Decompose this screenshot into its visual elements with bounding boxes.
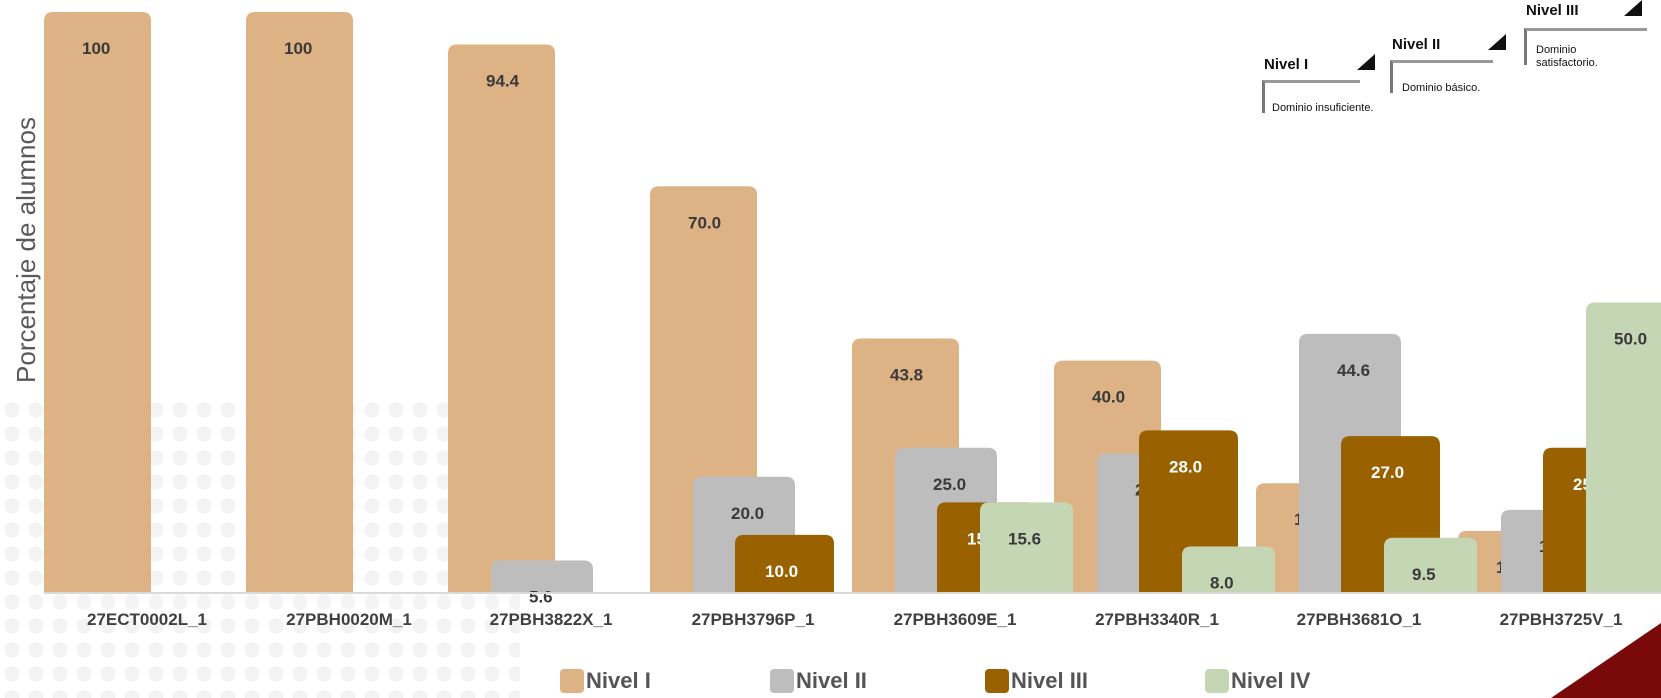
- data-label: 40.0: [1092, 388, 1125, 407]
- data-label: 15.6: [1008, 529, 1041, 548]
- y-axis-label: Porcentaje de alumnos: [11, 117, 41, 383]
- corner-decoration: [1551, 623, 1661, 698]
- x-tick-label: 27PBH0020M_1: [286, 610, 412, 629]
- data-label: 43.8: [890, 366, 923, 385]
- legend-item-nivel-4: Nivel IV: [1205, 668, 1310, 694]
- legend-swatch: [1205, 669, 1229, 693]
- bar-nivel-i: [44, 12, 151, 593]
- legend-item-nivel-3: Nivel III: [985, 668, 1088, 694]
- bar-nivel-iii: [735, 534, 834, 593]
- bar-nivel-iv: [1586, 302, 1661, 593]
- bar-chart: Porcentaje de alumnos 100 100 94.4 70.0 43.8…: [11, 12, 1661, 629]
- bar-nivel-iv: [1384, 537, 1477, 593]
- bar-nivel-iv: [1182, 546, 1275, 593]
- x-tick-label: 27PBH3822X_1: [490, 610, 613, 629]
- data-label: 100: [284, 39, 312, 58]
- legend-swatch: [770, 669, 794, 693]
- x-tick-labels: 27ECT0002L_1 27PBH0020M_1 27PBH3822X_1 27PB…: [87, 610, 1622, 629]
- data-label: 94.4: [486, 72, 520, 91]
- data-label: 9.5: [1412, 565, 1436, 584]
- legend-label: Nivel IV: [1231, 668, 1311, 693]
- data-label: 70.0: [688, 213, 721, 232]
- data-label: 100: [82, 39, 110, 58]
- data-label: 25.0: [933, 475, 966, 494]
- x-tick-label: 27PBH3609E_1: [894, 610, 1017, 629]
- x-tick-label: 27PBH3796P_1: [692, 610, 815, 629]
- legend-item-nivel-2: Nivel II: [770, 668, 867, 694]
- legend-label: Nivel I: [586, 668, 651, 693]
- x-tick-label: 27PBH3725V_1: [1500, 610, 1623, 629]
- data-label: 10.0: [765, 562, 798, 581]
- bars-group: 10010094.470.043.840.018.910.75.620.025.…: [44, 12, 1661, 606]
- data-label: 8.0: [1210, 574, 1234, 593]
- data-label: 20.0: [731, 504, 764, 523]
- data-label: 50.0: [1614, 330, 1647, 349]
- bar-nivel-ii: [491, 560, 593, 593]
- data-label: 27.0: [1371, 463, 1404, 482]
- data-label: 44.6: [1337, 361, 1370, 380]
- x-tick-label: 27PBH3340R_1: [1095, 610, 1219, 629]
- bar-nivel-i: [448, 44, 555, 593]
- data-label: 28.0: [1169, 457, 1202, 476]
- legend-swatch: [560, 669, 584, 693]
- bar-nivel-iv: [980, 502, 1073, 593]
- bar-nivel-i: [246, 12, 353, 593]
- x-tick-label: 27PBH3681O_1: [1297, 610, 1422, 629]
- chart-legend: Nivel I Nivel II Nivel III Nivel IV: [560, 668, 1360, 698]
- data-label: 5.6: [529, 587, 553, 606]
- legend-label: Nivel III: [1011, 668, 1089, 693]
- legend-label: Nivel II: [796, 668, 867, 693]
- x-tick-label: 27ECT0002L_1: [87, 610, 207, 629]
- legend-item-nivel-1: Nivel I: [560, 668, 651, 694]
- legend-swatch: [985, 669, 1009, 693]
